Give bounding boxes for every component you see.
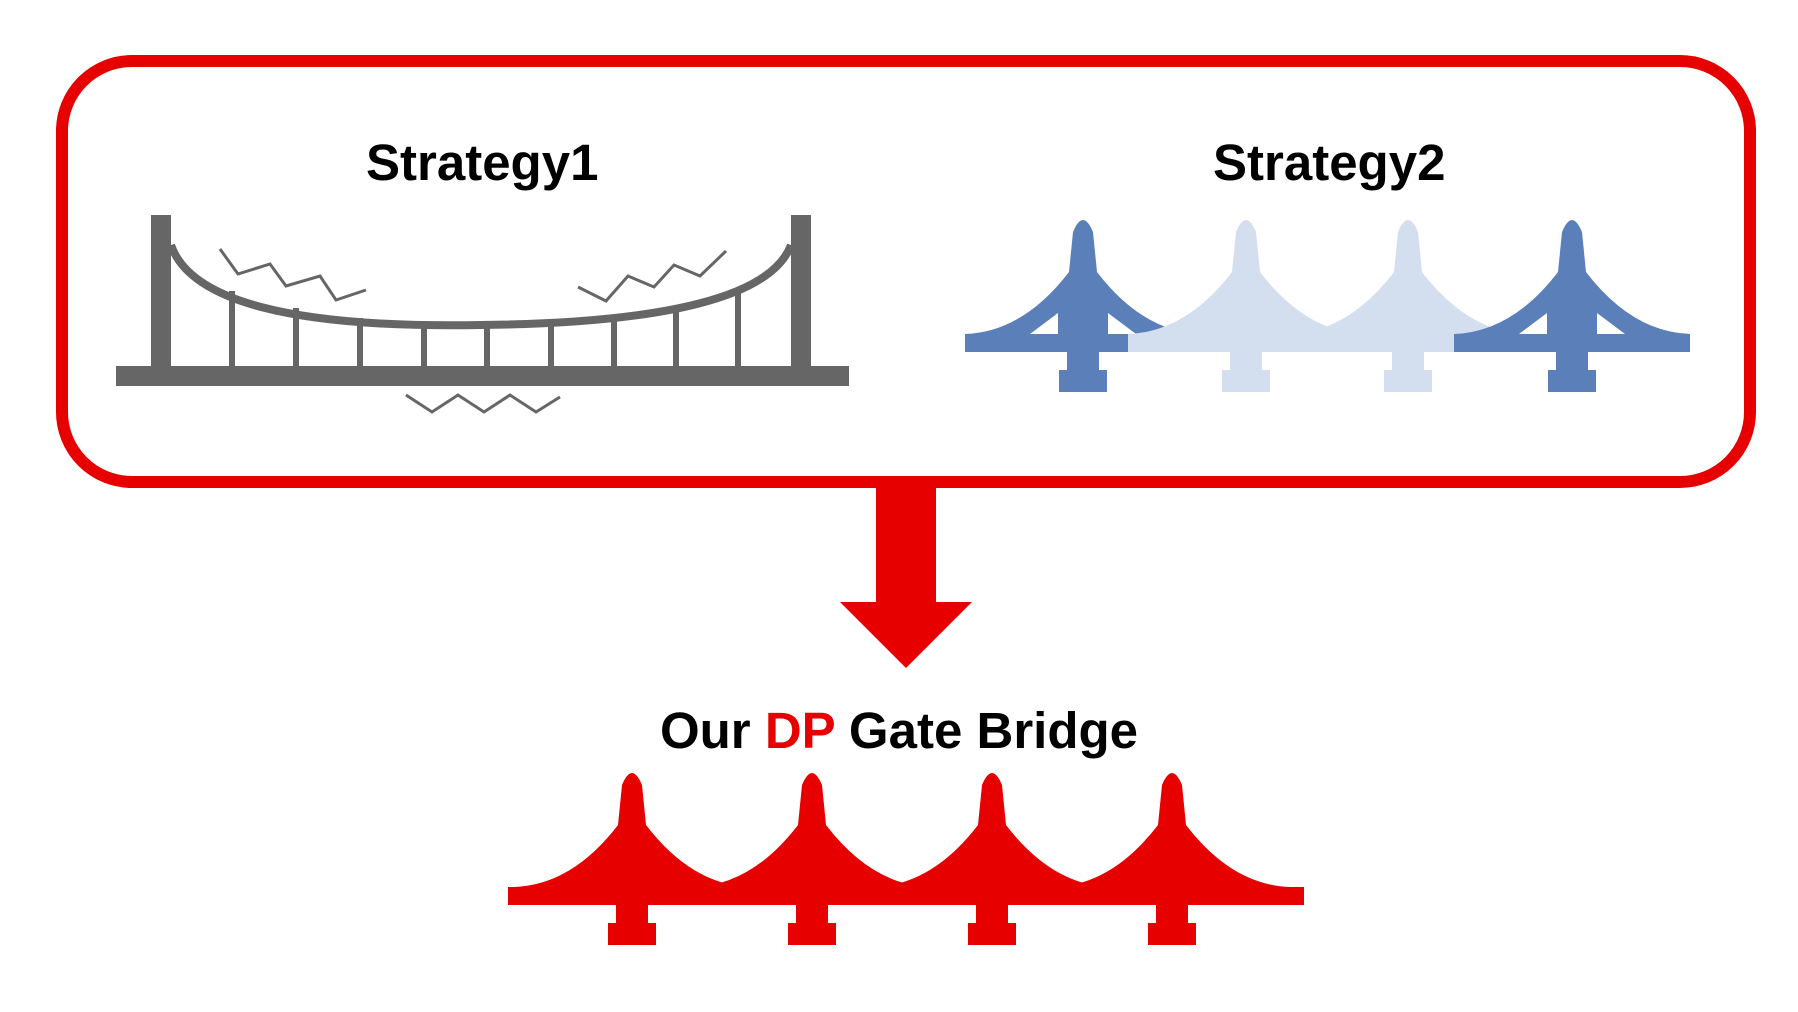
gate-bridge-icon: [965, 220, 1690, 392]
suspension-bridge-icon: [116, 215, 849, 414]
gate-bridge-icon: [508, 773, 1304, 945]
strategy1-title: Strategy1: [366, 134, 599, 191]
strategy2-title: Strategy2: [1213, 134, 1446, 191]
result-title-suffix: Gate Bridge: [834, 702, 1139, 759]
result-title-accent: DP: [764, 702, 835, 759]
down-arrow: [840, 486, 972, 668]
result-title: Our DP Gate Bridge: [0, 705, 1798, 756]
result-title-prefix: Our: [659, 702, 765, 759]
strategies-frame: [56, 55, 1756, 488]
